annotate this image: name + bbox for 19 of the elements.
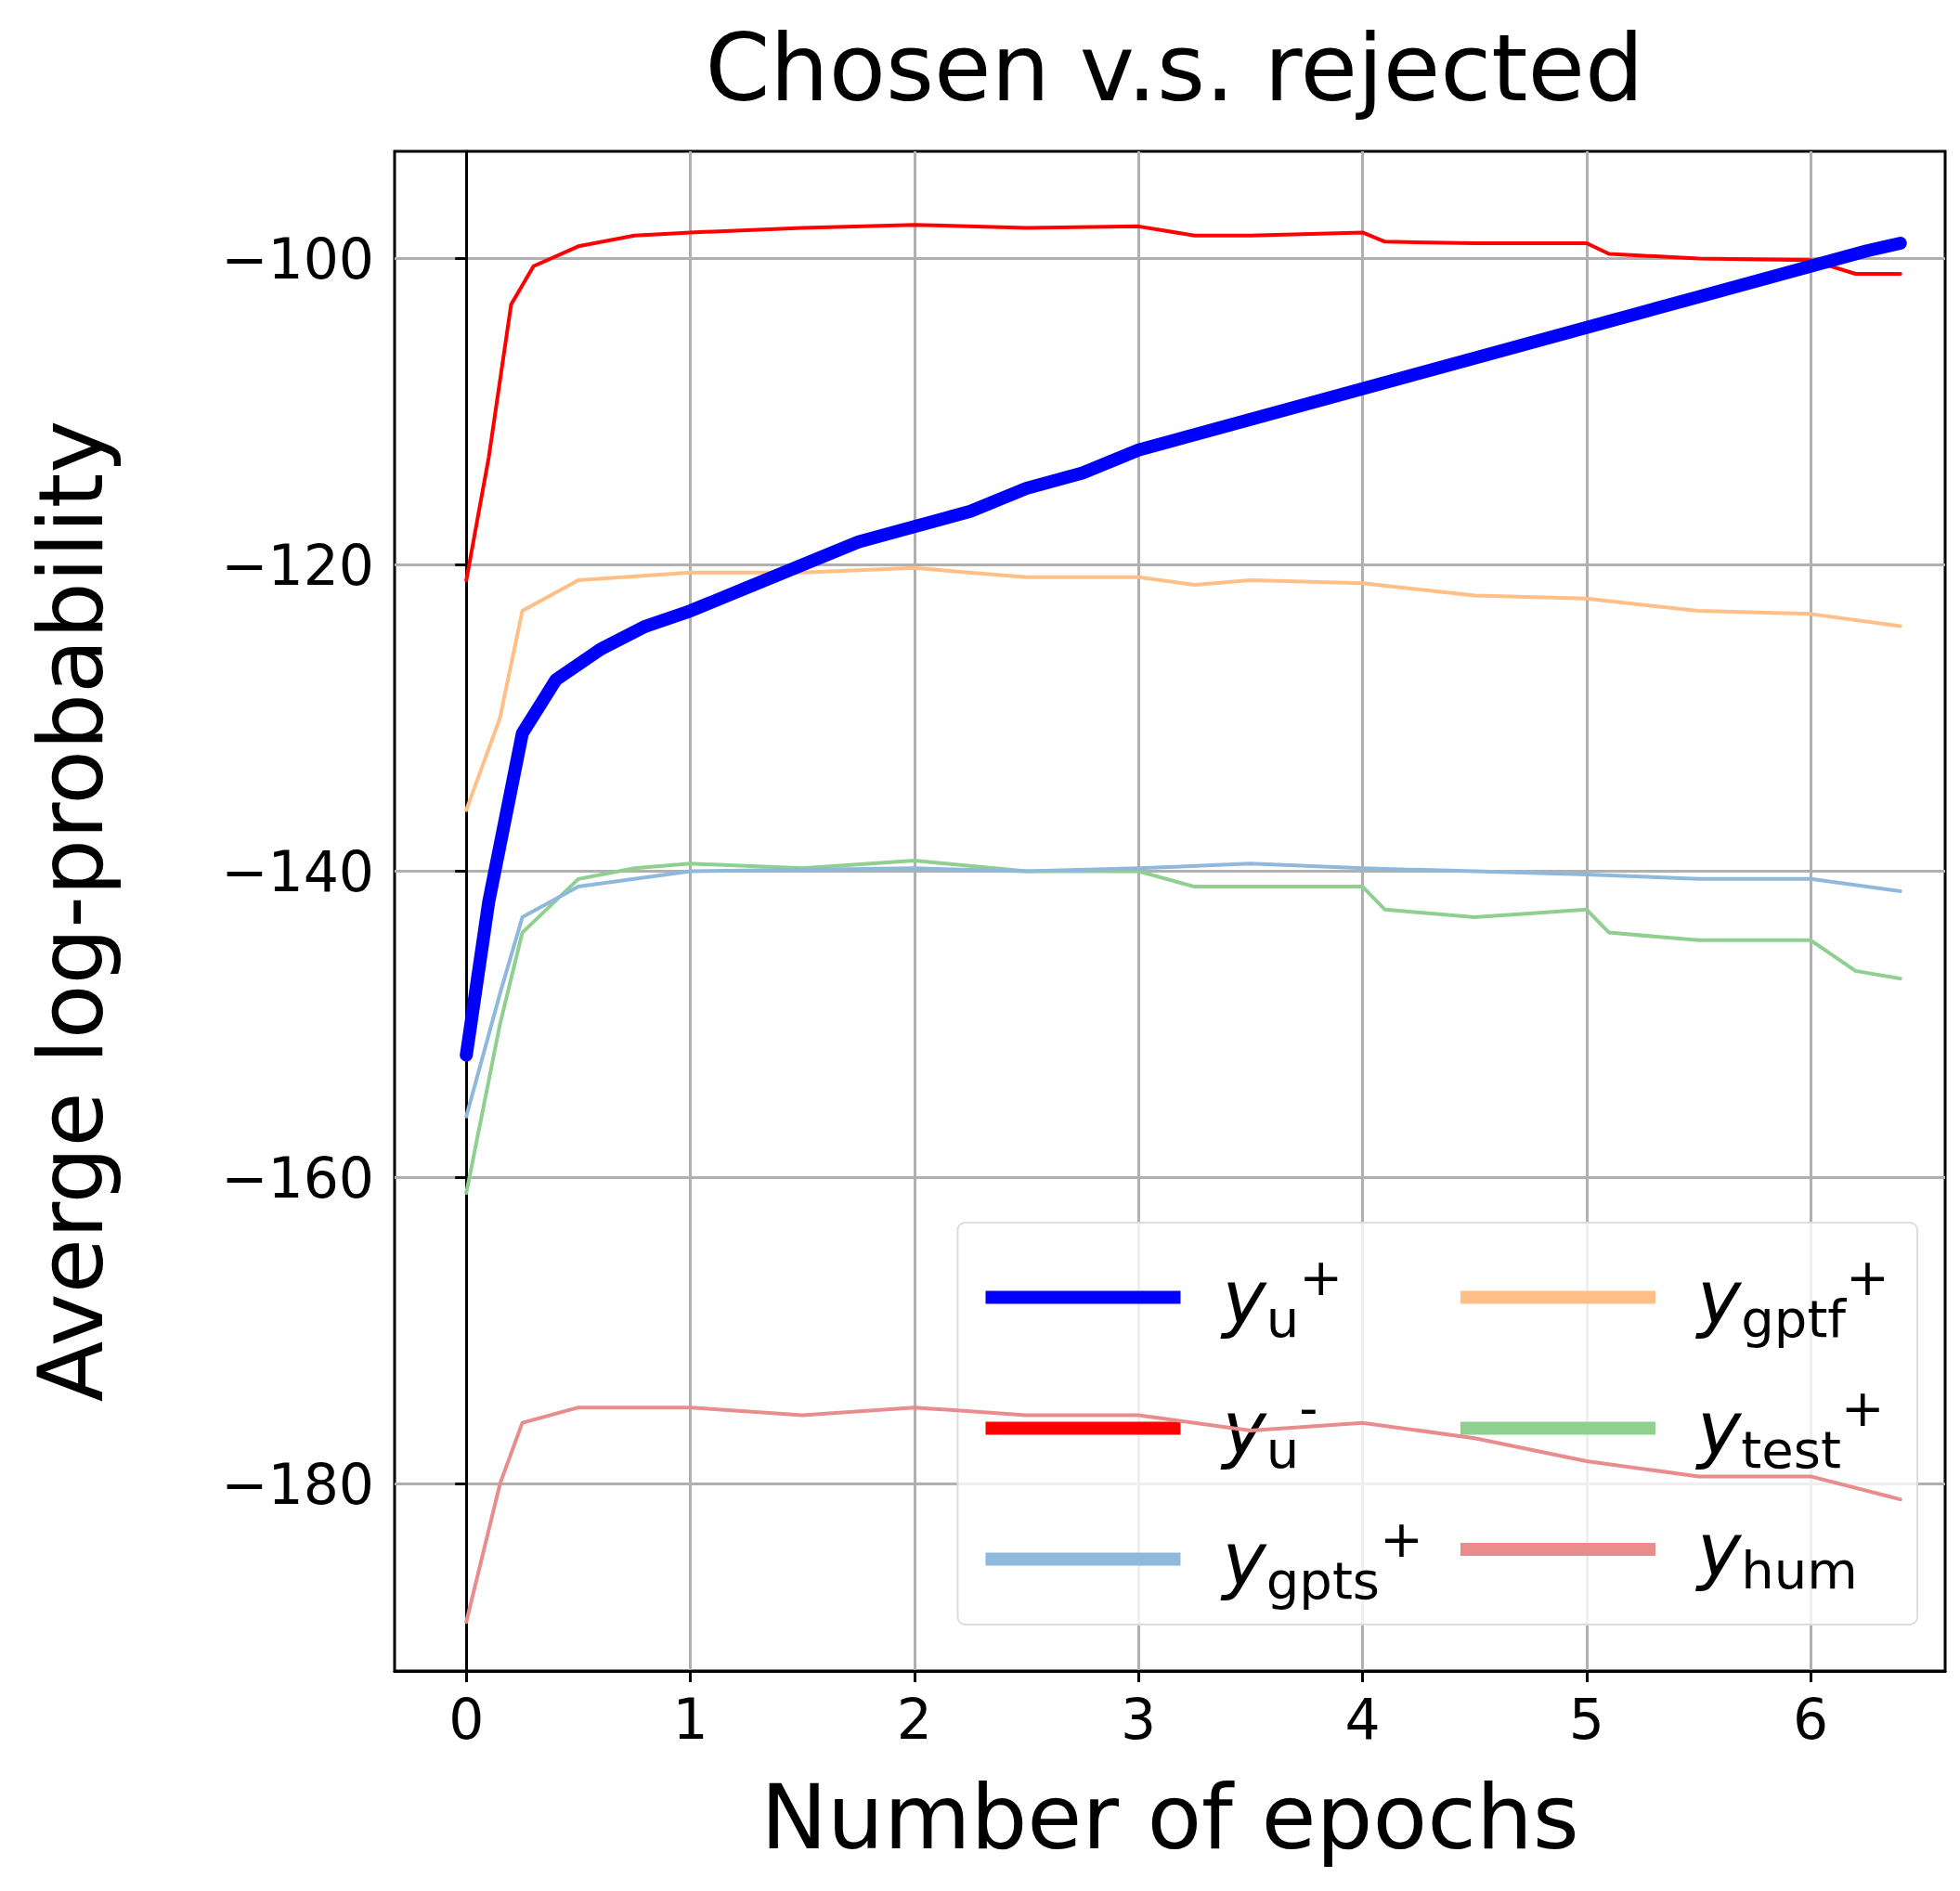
y-tick-label: −100 — [221, 226, 374, 291]
y-tick-label: −180 — [221, 1451, 374, 1517]
x-axis-title: Number of epochs — [760, 1766, 1579, 1870]
x-tick-label: 6 — [1793, 1687, 1829, 1752]
x-tick-label: 1 — [672, 1687, 708, 1752]
x-tick-label: 4 — [1344, 1687, 1381, 1752]
line-series — [464, 565, 1902, 812]
line-series — [464, 861, 1902, 1119]
line-series — [464, 223, 1902, 583]
line-series — [464, 859, 1902, 1196]
y-tick-label: −140 — [221, 838, 374, 904]
y-tick-label: −160 — [221, 1145, 374, 1211]
y-tick-label: −120 — [221, 532, 374, 598]
x-tick-label: 3 — [1121, 1687, 1157, 1752]
x-tick-label: 2 — [896, 1687, 932, 1752]
chart-title: Chosen v.s. rejected — [705, 13, 1644, 123]
x-tick-label: 0 — [448, 1687, 485, 1752]
x-tick-label: 5 — [1568, 1687, 1604, 1752]
y-axis-title: Averge log-probability — [19, 420, 123, 1403]
